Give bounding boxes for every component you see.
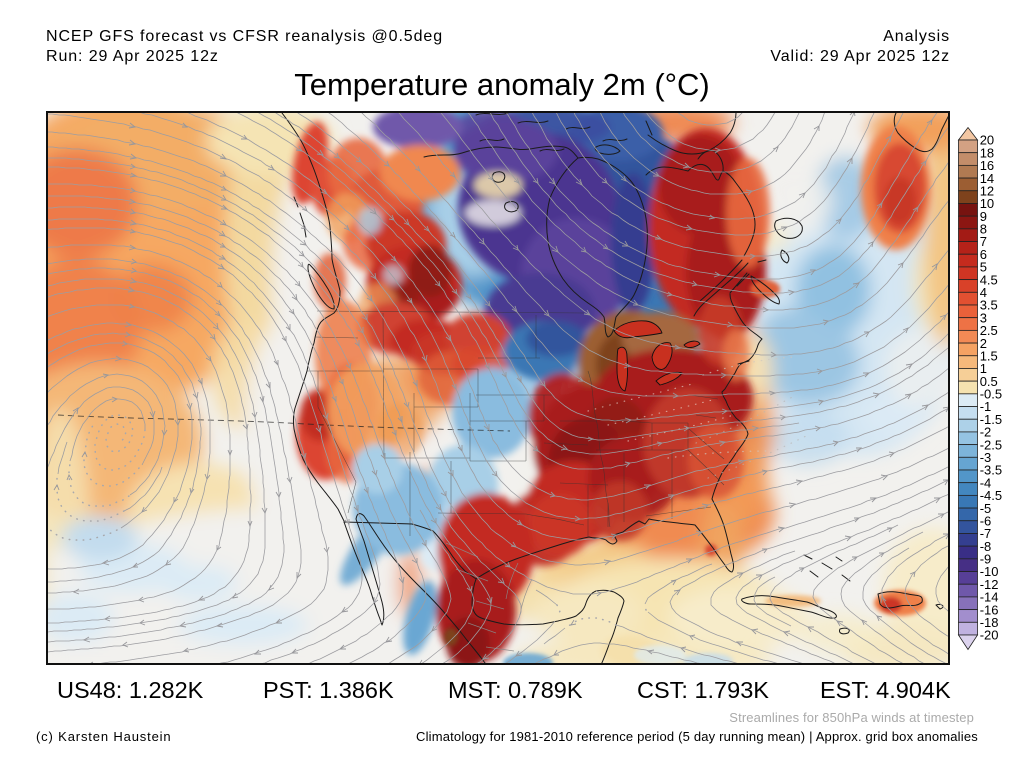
svg-text:-8: -8 bbox=[980, 539, 992, 554]
svg-text:-18: -18 bbox=[980, 615, 999, 630]
svg-text:2: 2 bbox=[980, 336, 987, 351]
svg-text:-6: -6 bbox=[980, 513, 992, 528]
svg-text:-2: -2 bbox=[980, 425, 992, 440]
svg-text:-3.5: -3.5 bbox=[980, 463, 1002, 478]
svg-text:9: 9 bbox=[980, 209, 987, 224]
svg-text:-10: -10 bbox=[980, 564, 999, 579]
svg-text:6: 6 bbox=[980, 247, 987, 262]
svg-text:12: 12 bbox=[980, 183, 994, 198]
svg-text:-1.5: -1.5 bbox=[980, 412, 1002, 427]
svg-text:14: 14 bbox=[980, 171, 994, 186]
svg-text:1: 1 bbox=[980, 361, 987, 376]
svg-text:0.5: 0.5 bbox=[980, 374, 998, 389]
svg-text:8: 8 bbox=[980, 222, 987, 237]
svg-text:10: 10 bbox=[980, 196, 994, 211]
svg-text:1.5: 1.5 bbox=[980, 348, 998, 363]
svg-text:4: 4 bbox=[980, 285, 987, 300]
svg-text:-14: -14 bbox=[980, 590, 999, 605]
svg-text:-4.5: -4.5 bbox=[980, 488, 1002, 503]
svg-text:7: 7 bbox=[980, 234, 987, 249]
svg-text:3.5: 3.5 bbox=[980, 298, 998, 313]
svg-text:-2.5: -2.5 bbox=[980, 437, 1002, 452]
svg-text:20: 20 bbox=[980, 133, 994, 148]
svg-text:-4: -4 bbox=[980, 475, 992, 490]
svg-text:-7: -7 bbox=[980, 526, 992, 541]
svg-text:-5: -5 bbox=[980, 501, 992, 516]
svg-text:-9: -9 bbox=[980, 552, 992, 567]
svg-text:-3: -3 bbox=[980, 450, 992, 465]
svg-text:-12: -12 bbox=[980, 577, 999, 592]
svg-text:-0.5: -0.5 bbox=[980, 387, 1002, 402]
svg-text:3: 3 bbox=[980, 310, 987, 325]
svg-text:18: 18 bbox=[980, 145, 994, 160]
svg-text:4.5: 4.5 bbox=[980, 272, 998, 287]
svg-text:2.5: 2.5 bbox=[980, 323, 998, 338]
svg-text:5: 5 bbox=[980, 260, 987, 275]
svg-text:-16: -16 bbox=[980, 602, 999, 617]
svg-text:-1: -1 bbox=[980, 399, 992, 414]
svg-text:16: 16 bbox=[980, 158, 994, 173]
svg-text:-20: -20 bbox=[980, 628, 999, 643]
